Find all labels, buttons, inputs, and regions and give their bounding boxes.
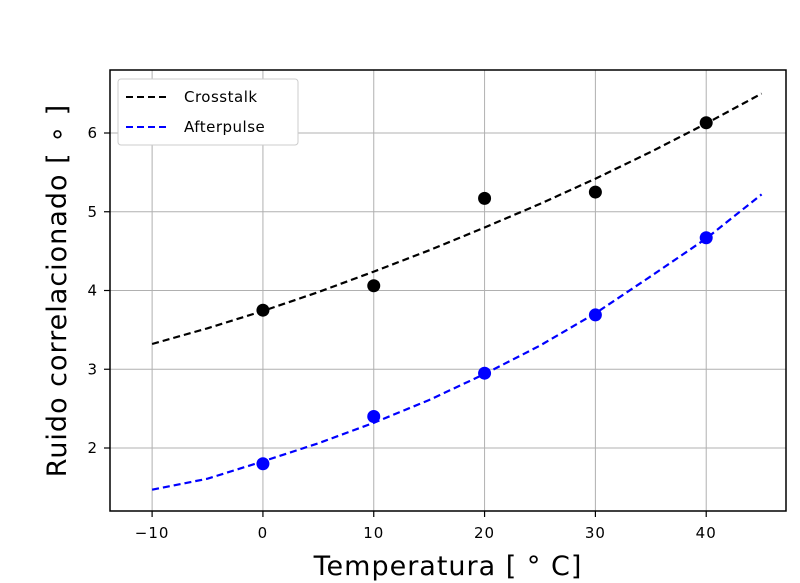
series-layer bbox=[151, 92, 763, 491]
crosstalk-data-point bbox=[367, 279, 381, 293]
x-tick-label: 20 bbox=[474, 524, 495, 542]
crosstalk-data-point bbox=[588, 185, 602, 199]
crosstalk-data-point bbox=[478, 191, 492, 205]
crosstalk-fit-line bbox=[151, 92, 763, 346]
afterpulse-data-point bbox=[588, 308, 602, 322]
x-tick-label: 40 bbox=[696, 524, 717, 542]
y-tick-label: 5 bbox=[87, 203, 98, 221]
y-tick-label: 6 bbox=[87, 124, 98, 142]
y-tick-label: 4 bbox=[87, 282, 98, 300]
crosstalk-data-point bbox=[256, 303, 270, 317]
legend-box bbox=[117, 78, 299, 146]
x-tick-label: 30 bbox=[585, 524, 606, 542]
afterpulse-fit-line bbox=[151, 193, 763, 491]
y-tick-label: 3 bbox=[87, 360, 98, 378]
afterpulse-data-point bbox=[478, 366, 492, 380]
crosstalk-data-point bbox=[699, 116, 713, 130]
x-tick-label: 0 bbox=[258, 524, 269, 542]
x-axis-title: Temperatura [ ° C] bbox=[313, 551, 583, 582]
ticks: −10 0 10 20 30 40 2 3 4 5 6 bbox=[87, 124, 717, 542]
legend-crosstalk-label: Crosstalk bbox=[184, 88, 258, 106]
x-tick-label: 10 bbox=[363, 524, 384, 542]
x-tick-label: −10 bbox=[135, 524, 170, 542]
afterpulse-data-point bbox=[256, 457, 270, 471]
y-axis-title: Ruido correlacionado [ ∘ ] bbox=[42, 104, 73, 477]
legend-afterpulse-label: Afterpulse bbox=[184, 118, 265, 136]
afterpulse-data-point bbox=[367, 410, 381, 423]
legend: Crosstalk Afterpulse bbox=[117, 78, 299, 146]
y-tick-label: 2 bbox=[87, 439, 98, 457]
afterpulse-data-point bbox=[699, 231, 713, 245]
